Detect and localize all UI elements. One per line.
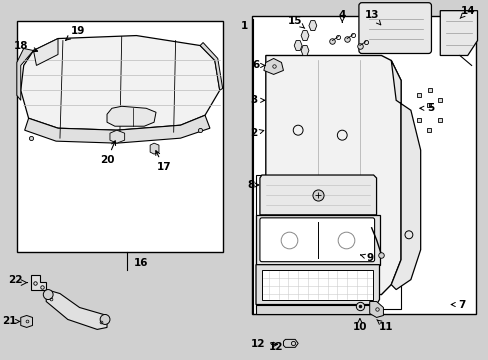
Text: 7: 7: [450, 300, 465, 310]
Bar: [256, 175, 400, 310]
Text: 4: 4: [338, 10, 345, 22]
Text: 14: 14: [459, 6, 474, 18]
Polygon shape: [30, 275, 46, 289]
Polygon shape: [294, 41, 302, 50]
Polygon shape: [150, 143, 159, 154]
Text: 11: 11: [376, 320, 393, 332]
Polygon shape: [260, 175, 376, 215]
Polygon shape: [256, 215, 379, 265]
Text: 9: 9: [360, 253, 372, 263]
Polygon shape: [256, 265, 379, 305]
Polygon shape: [264, 58, 283, 75]
Polygon shape: [20, 36, 219, 130]
Text: 16: 16: [133, 258, 148, 268]
Polygon shape: [369, 302, 383, 318]
Bar: [262, 270, 372, 300]
Polygon shape: [265, 55, 400, 294]
FancyBboxPatch shape: [260, 218, 374, 262]
Text: 17: 17: [156, 151, 171, 172]
Text: 5: 5: [419, 103, 433, 113]
Text: 8: 8: [247, 180, 258, 190]
Circle shape: [100, 315, 110, 324]
Text: 12: 12: [251, 339, 277, 349]
Polygon shape: [283, 339, 298, 347]
Polygon shape: [107, 106, 156, 126]
Text: 20: 20: [100, 141, 115, 165]
Polygon shape: [110, 130, 124, 143]
Polygon shape: [308, 21, 316, 31]
Text: 6: 6: [252, 60, 264, 71]
Polygon shape: [256, 305, 379, 315]
Text: 15: 15: [287, 15, 304, 28]
Polygon shape: [439, 11, 477, 55]
Polygon shape: [390, 60, 420, 289]
Text: 21: 21: [2, 316, 20, 327]
Text: 1: 1: [241, 21, 247, 31]
Polygon shape: [17, 49, 34, 100]
Polygon shape: [46, 289, 107, 329]
Text: 13: 13: [364, 10, 380, 25]
FancyBboxPatch shape: [358, 3, 430, 54]
Bar: [17, 21, 222, 252]
Bar: [252, 15, 475, 315]
Circle shape: [43, 289, 53, 300]
Text: 22: 22: [8, 275, 22, 285]
Text: 12: 12: [268, 342, 282, 352]
Polygon shape: [24, 115, 209, 143]
Polygon shape: [200, 42, 222, 90]
Text: 18: 18: [14, 41, 38, 52]
Polygon shape: [34, 39, 58, 66]
Text: 10: 10: [352, 319, 366, 332]
Polygon shape: [20, 315, 33, 328]
Text: 3: 3: [250, 95, 264, 105]
Polygon shape: [301, 31, 308, 41]
Polygon shape: [301, 45, 308, 55]
Text: 2: 2: [250, 128, 263, 138]
Text: 19: 19: [65, 26, 84, 40]
